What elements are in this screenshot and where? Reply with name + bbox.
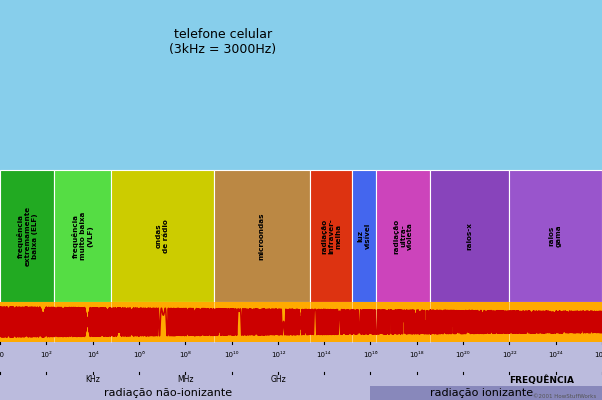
Text: radiação
infraver-
melha: radiação infraver- melha <box>321 218 341 254</box>
Bar <box>0 386 370 400</box>
Bar <box>310 170 352 302</box>
Text: radiação não-ionizante: radiação não-ionizante <box>105 388 232 398</box>
Text: 10⁶: 10⁶ <box>133 352 145 358</box>
Text: 10: 10 <box>0 352 4 358</box>
Text: 10¹⁶: 10¹⁶ <box>363 352 377 358</box>
Text: 10²: 10² <box>40 352 52 358</box>
Bar <box>370 386 602 400</box>
Text: 10¹⁸: 10¹⁸ <box>409 352 424 358</box>
Text: 10⁸: 10⁸ <box>179 352 191 358</box>
Bar <box>0 302 602 342</box>
Text: MHz: MHz <box>177 376 194 384</box>
Bar <box>0 170 54 302</box>
Bar <box>352 170 376 302</box>
Text: raios-x: raios-x <box>467 222 473 250</box>
Text: radiação
ultra-
violeta: radiação ultra- violeta <box>393 218 414 254</box>
Text: 10¹⁰: 10¹⁰ <box>225 352 239 358</box>
Bar <box>0 342 602 374</box>
Text: 10⁴: 10⁴ <box>87 352 99 358</box>
Text: KHz: KHz <box>85 376 100 384</box>
Bar <box>54 170 111 302</box>
Text: 10¹²: 10¹² <box>271 352 285 358</box>
Text: luz
visível: luz visível <box>358 223 371 249</box>
Bar <box>509 170 602 302</box>
Bar <box>430 170 509 302</box>
Text: GHz: GHz <box>270 376 286 384</box>
Text: 10²⁰: 10²⁰ <box>456 352 470 358</box>
Bar <box>214 170 310 302</box>
Bar <box>376 170 430 302</box>
Text: FREQUÊNCIA: FREQUÊNCIA <box>509 375 574 385</box>
Text: 10²²: 10²² <box>502 352 517 358</box>
Text: frequência
extremamente
baixa (ELF): frequência extremamente baixa (ELF) <box>17 206 37 266</box>
Text: 10²⁴: 10²⁴ <box>548 352 563 358</box>
Text: microondas: microondas <box>259 212 265 260</box>
Text: ondas
de rádio: ondas de rádio <box>156 219 169 253</box>
Text: 10²⁶: 10²⁶ <box>595 352 602 358</box>
Text: 10¹⁴: 10¹⁴ <box>317 352 331 358</box>
Text: raios
gama: raios gama <box>549 225 562 247</box>
Text: telefone celular
(3kHz = 3000Hz): telefone celular (3kHz = 3000Hz) <box>169 28 276 56</box>
Bar <box>111 170 214 302</box>
Text: ©2001 HowStuffWorks: ©2001 HowStuffWorks <box>533 394 596 399</box>
Bar <box>0 374 602 386</box>
Text: frequência
muito baixa
(VLF): frequência muito baixa (VLF) <box>72 212 93 260</box>
Bar <box>0 0 602 170</box>
Text: radiação ionizante: radiação ionizante <box>430 388 533 398</box>
